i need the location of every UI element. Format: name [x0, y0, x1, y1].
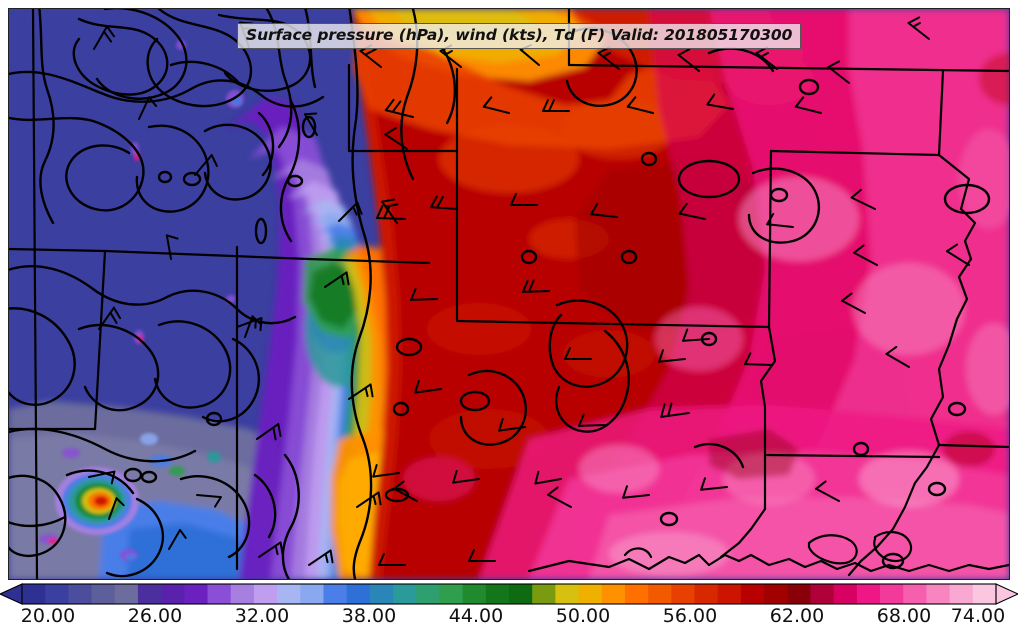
colorbar-swatch — [787, 584, 811, 604]
colorbar-swatch — [22, 584, 46, 604]
colorbar-swatch — [230, 584, 255, 604]
colorbar-swatch — [926, 584, 951, 604]
colorbar-swatch — [277, 584, 301, 604]
dewpoint-contour-fill-map — [9, 9, 1009, 579]
map-title: Surface pressure (hPa), wind (kts), Td (… — [237, 23, 802, 50]
colorbar-swatch — [880, 584, 904, 604]
colorbar-swatch — [45, 584, 69, 604]
colorbar-swatch — [253, 584, 278, 604]
colorbar-tick-label: 50.00 — [555, 605, 611, 627]
colorbar-swatch — [856, 584, 881, 604]
colorbar-swatch — [68, 584, 93, 604]
colorbar-swatch — [300, 584, 324, 604]
colorbar-swatch — [462, 584, 487, 604]
colorbar-swatch — [740, 584, 765, 604]
colorbar-swatch — [393, 584, 417, 604]
colorbar-gradient — [0, 583, 1018, 605]
colorbar-extend-high — [995, 583, 1018, 605]
colorbar-swatch — [578, 584, 603, 604]
colorbar-tick-labels: 20.00 26.00 32.00 38.00 44.00 50.00 56.00 62.00… — [0, 605, 1018, 633]
colorbar-swatch — [532, 584, 556, 604]
colorbar-swatch — [346, 584, 371, 604]
colorbar-swatch — [137, 584, 162, 604]
colorbar-outline — [21, 583, 997, 605]
colorbar-tick-label: 20.00 — [20, 605, 76, 627]
colorbar-swatch — [764, 584, 788, 604]
colorbar-swatch — [624, 584, 649, 604]
weather-map-panel[interactable]: Surface pressure (hPa), wind (kts), Td (… — [8, 8, 1010, 580]
colorbar-tick-label: 56.00 — [662, 605, 718, 627]
colorbar-swatch — [323, 584, 348, 604]
colorbar-swatch — [161, 584, 185, 604]
colorbar-swatch — [114, 584, 139, 604]
colorbar-tick-label: 44.00 — [448, 605, 504, 627]
colorbar-swatch — [416, 584, 440, 604]
colorbar-tick-label: 26.00 — [127, 605, 183, 627]
colorbar-swatch — [439, 584, 464, 604]
colorbar-swatch — [207, 584, 232, 604]
colorbar-swatch — [810, 584, 835, 604]
colorbar-swatch — [694, 584, 719, 604]
colorbar[interactable]: 20.00 26.00 32.00 38.00 44.00 50.00 56.00 62.00… — [0, 583, 1018, 633]
colorbar-tick-label: 38.00 — [341, 605, 397, 627]
colorbar-swatch — [184, 584, 209, 604]
colorbar-tick-label: 74.00 — [950, 605, 1006, 627]
colorbar-tick-label: 32.00 — [234, 605, 290, 627]
localized-warm-bullseye — [55, 467, 139, 535]
colorbar-extend-low — [0, 583, 23, 605]
colorbar-tick-label: 62.00 — [769, 605, 825, 627]
colorbar-swatch — [833, 584, 858, 604]
colorbar-swatch — [903, 584, 927, 604]
dewpoint-bands — [9, 9, 1009, 579]
colorbar-swatch — [972, 584, 997, 604]
colorbar-swatch — [509, 584, 533, 604]
colorbar-swatch — [671, 584, 696, 604]
colorbar-swatch — [648, 584, 672, 604]
colorbar-swatch — [555, 584, 580, 604]
state-boundaries — [9, 9, 1009, 579]
colorbar-swatch — [601, 584, 626, 604]
colorbar-swatch — [949, 584, 974, 604]
colorbar-swatch — [369, 584, 394, 604]
colorbar-tick-label: 68.00 — [876, 605, 932, 627]
wind-barbs — [88, 16, 970, 566]
colorbar-swatch — [91, 584, 116, 604]
colorbar-swatch — [485, 584, 510, 604]
colorbar-swatch — [717, 584, 742, 604]
